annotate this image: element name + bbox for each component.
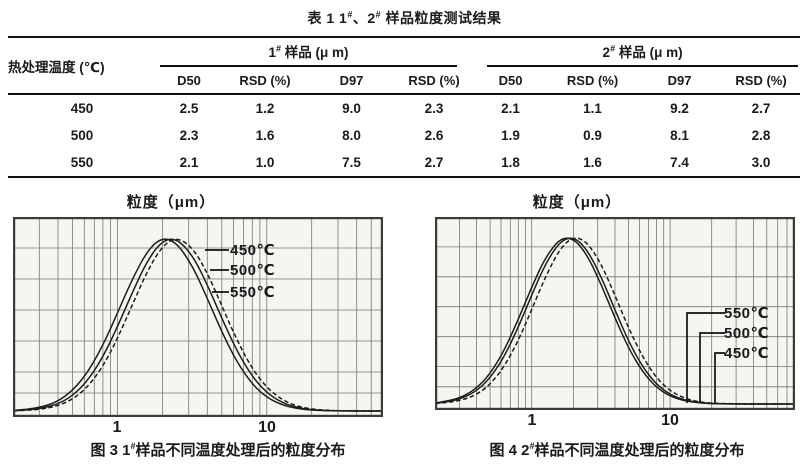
- value-cell: 2.8: [751, 128, 771, 143]
- group-header-sample2: 2# 样品 (μ m): [473, 37, 800, 67]
- figure4-caption-text: 图 4 2: [489, 442, 530, 459]
- column-header: D50: [177, 72, 201, 88]
- value-cell: 7.5: [342, 155, 361, 170]
- figure4-particle-size-plot: [435, 217, 795, 410]
- group1-text: 1: [268, 45, 277, 60]
- figure3-legend-label-450c: 450℃: [230, 242, 276, 259]
- temperature-cell: 550: [70, 155, 94, 170]
- hash-superscript: #: [610, 43, 616, 54]
- value-cell: 8.1: [670, 128, 689, 143]
- value-cell: 1.2: [255, 101, 275, 116]
- column-header: D97: [339, 72, 364, 88]
- value-cell: 2.3: [424, 101, 444, 116]
- distribution-curves: [13, 238, 383, 412]
- value-cell: 2.5: [179, 101, 199, 116]
- table-title: 表 1 1#、2# 样品粒度测试结果: [0, 8, 809, 28]
- figure4-legend-label-550c: 550℃: [724, 305, 770, 322]
- figure3-x-tick-1: 1: [112, 419, 122, 436]
- hash-superscript: #: [529, 441, 535, 451]
- distribution-curves: [435, 237, 795, 405]
- group-header-row: 热处理温度 (℃) 1# 样品 (μ m) 2# 样品 (μ m): [8, 37, 800, 75]
- column-header: RSD (%): [408, 72, 460, 88]
- temperature-cell: 500: [70, 128, 94, 143]
- group-header-sample1-label: 1# 样品 (μ m): [160, 38, 458, 67]
- value-cell: 2.1: [501, 101, 520, 116]
- value-cell: 7.4: [670, 155, 689, 170]
- legend-leader-lines: [686, 312, 725, 403]
- value-cell: 1.6: [583, 155, 602, 170]
- figure4-legend-label-450c: 450℃: [724, 345, 770, 362]
- table-title-text: 、2: [352, 10, 376, 26]
- hash-superscript: #: [375, 9, 382, 20]
- grid-lines: [13, 217, 383, 417]
- table-row: 450 2.5 1.2 9.0 2.3 2.1 1.1 9.2 2.7: [8, 94, 800, 122]
- figure3-caption: 图 3 1#样品不同温度处理后的粒度分布: [90, 439, 345, 460]
- figure4-x-tick-10: 10: [661, 412, 679, 429]
- column-header: D50: [498, 72, 523, 88]
- figure3-caption-text: 样品不同温度处理后的粒度分布: [135, 442, 346, 459]
- value-cell: 1.1: [583, 101, 602, 116]
- table-title-text: 样品粒度测试结果: [381, 10, 502, 26]
- value-cell: 2.7: [424, 155, 444, 170]
- value-cell: 1.8: [501, 155, 520, 170]
- column-header: RSD (%): [239, 72, 291, 88]
- plot-border: [435, 217, 795, 410]
- figure4-caption: 图 4 2#样品不同温度处理后的粒度分布: [489, 439, 744, 460]
- legend-leader-lines: [205, 249, 229, 293]
- hash-superscript: #: [347, 9, 353, 20]
- table-title-text: 表 1 1: [307, 10, 348, 26]
- figure4-x-tick-1: 1: [527, 412, 537, 429]
- figure3-particle-size-plot: [13, 217, 383, 417]
- group1-text: 样品 (μ m): [281, 45, 349, 60]
- figure4-legend-label-500c: 500℃: [724, 325, 770, 342]
- value-cell: 3.0: [751, 155, 771, 170]
- group-header-sample2-label: 2# 样品 (μ m): [487, 38, 799, 67]
- figure3-legend-label-500c: 500℃: [230, 262, 276, 279]
- value-cell: 1.9: [501, 128, 520, 143]
- column-header: RSD (%): [566, 72, 619, 88]
- figure3-x-tick-10: 10: [258, 419, 276, 436]
- table-row: 550 2.1 1.0 7.5 2.7 1.8 1.6 7.4 3.0: [8, 149, 800, 177]
- value-cell: 2.3: [179, 128, 199, 143]
- hash-superscript: #: [130, 441, 136, 451]
- figure3-legend-label-550c: 550℃: [230, 284, 276, 301]
- group2-text: 样品 (μ m): [615, 45, 683, 60]
- figure3-caption-text: 图 3 1: [90, 442, 131, 459]
- group2-text: 2: [602, 45, 611, 60]
- value-cell: 9.2: [670, 101, 689, 116]
- results-table: 热处理温度 (℃) 1# 样品 (μ m) 2# 样品 (μ m) D50 RSD…: [8, 36, 801, 178]
- value-cell: 2.6: [424, 128, 444, 143]
- temperature-cell: 450: [70, 101, 94, 116]
- subheader-row: D50 RSD (%) D97 RSD (%) D50 RSD (%) D97 RSD (%): [8, 67, 801, 94]
- column-header: RSD (%): [735, 72, 787, 88]
- column-header: D97: [667, 72, 692, 88]
- figure4-title: 粒度（μm）: [532, 194, 622, 211]
- figure4-caption-text: 样品不同温度处理后的粒度分布: [534, 442, 745, 459]
- plot-border: [13, 217, 383, 417]
- group-header-sample1: 1# 样品 (μ m): [156, 37, 473, 67]
- table-row: 500 2.3 1.6 8.0 2.6 1.9 0.9 8.1 2.8: [8, 122, 800, 149]
- grid-lines: [435, 217, 795, 410]
- row-header-temperature: 热处理温度 (℃): [8, 59, 105, 75]
- table-body: 450 2.5 1.2 9.0 2.3 2.1 1.1 9.2 2.7 500 2.3 1.6 8.0 2…: [8, 94, 800, 177]
- results-table-wrapper: 热处理温度 (℃) 1# 样品 (μ m) 2# 样品 (μ m) D50 RSD…: [8, 36, 801, 178]
- value-cell: 0.9: [583, 128, 602, 143]
- value-cell: 8.0: [342, 128, 361, 143]
- figure3-title: 粒度（μm）: [126, 194, 216, 211]
- hash-superscript: #: [276, 43, 282, 54]
- value-cell: 2.1: [179, 155, 199, 170]
- value-cell: 1.6: [255, 128, 275, 143]
- value-cell: 9.0: [342, 101, 361, 116]
- value-cell: 1.0: [255, 155, 275, 170]
- value-cell: 2.7: [751, 101, 771, 116]
